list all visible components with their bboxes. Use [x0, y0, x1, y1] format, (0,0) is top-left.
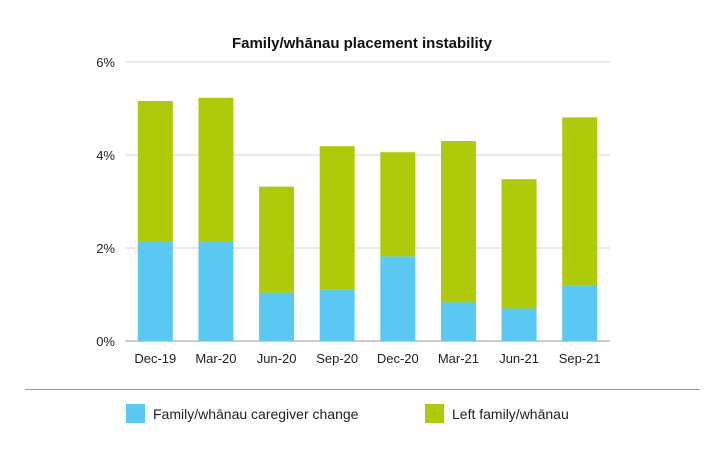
legend-item-caregiver-change: Family/whānau caregiver change — [126, 404, 358, 423]
bar-segment-left-family — [380, 152, 416, 257]
bar-segment-left-family — [259, 186, 295, 293]
x-tick-label: Dec-19 — [134, 351, 176, 366]
legend-swatch-caregiver-change — [126, 404, 145, 423]
bar-segment-caregiver-change — [319, 289, 355, 341]
legend-swatch-left-family — [425, 404, 444, 423]
y-tick-label: 6% — [96, 55, 115, 70]
y-axis: 0% 2% 4% 6% — [96, 55, 115, 349]
bar-segment-left-family — [562, 117, 598, 286]
bar-segment-left-family — [137, 101, 173, 242]
x-tick-label: Sep-21 — [559, 351, 601, 366]
bar-segment-left-family — [501, 179, 537, 309]
gridlines — [125, 61, 610, 342]
legend-label-left-family: Left family/whānau — [452, 405, 569, 422]
legend-label-caregiver-change: Family/whānau caregiver change — [153, 405, 359, 422]
bar-segment-caregiver-change — [501, 308, 537, 341]
bar-segment-left-family — [198, 97, 234, 242]
y-tick-label: 2% — [96, 241, 115, 256]
bar-segment-caregiver-change — [259, 292, 295, 341]
bar-segment-caregiver-change — [380, 256, 416, 341]
x-tick-label: Mar-20 — [195, 351, 236, 366]
x-tick-label: Jun-20 — [257, 351, 297, 366]
bar-segment-caregiver-change — [137, 241, 173, 341]
x-tick-label: Dec-20 — [377, 351, 419, 366]
legend-item-left-family: Left family/whānau — [425, 404, 569, 423]
chart-title: Family/whānau placement instability — [232, 35, 493, 52]
stacked-bar-chart: Family/whānau placement instability 0% 2%… — [96, 35, 610, 366]
y-tick-label: 4% — [96, 148, 115, 163]
bars — [137, 97, 598, 341]
bar-segment-caregiver-change — [440, 302, 476, 341]
bar-segment-left-family — [319, 146, 355, 290]
bar-segment-caregiver-change — [198, 241, 234, 341]
bar-segment-left-family — [440, 141, 476, 303]
y-tick-label: 0% — [96, 334, 115, 349]
x-tick-label: Sep-20 — [316, 351, 358, 366]
bar-segment-caregiver-change — [562, 285, 598, 341]
x-tick-label: Jun-21 — [499, 351, 539, 366]
x-tick-label: Mar-21 — [438, 351, 479, 366]
legend-divider — [25, 389, 700, 390]
x-axis: Dec-19 Mar-20 Jun-20 Sep-20 Dec-20 Mar-21 Jun-… — [134, 351, 600, 366]
legend: Family/whānau caregiver change Left fami… — [0, 404, 725, 430]
